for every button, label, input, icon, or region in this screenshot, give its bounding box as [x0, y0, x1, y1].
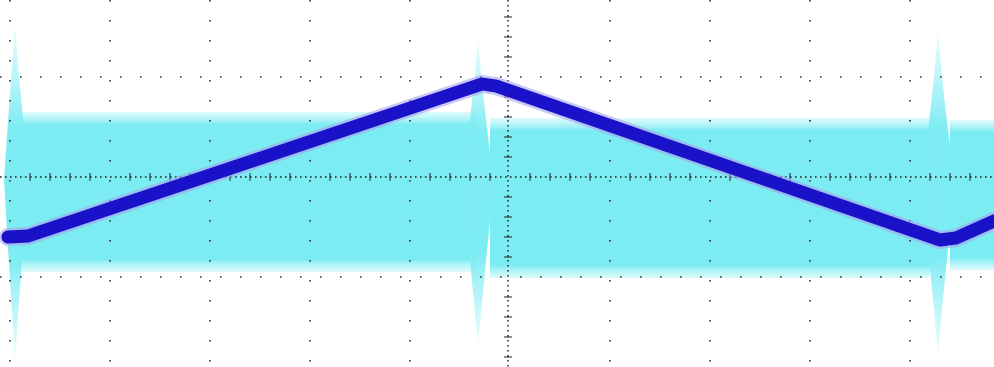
- scope-screen: [0, 0, 994, 367]
- noise-band: [22, 112, 477, 272]
- noise-band: [950, 120, 994, 270]
- noise-band: [490, 118, 930, 278]
- page: [0, 0, 994, 367]
